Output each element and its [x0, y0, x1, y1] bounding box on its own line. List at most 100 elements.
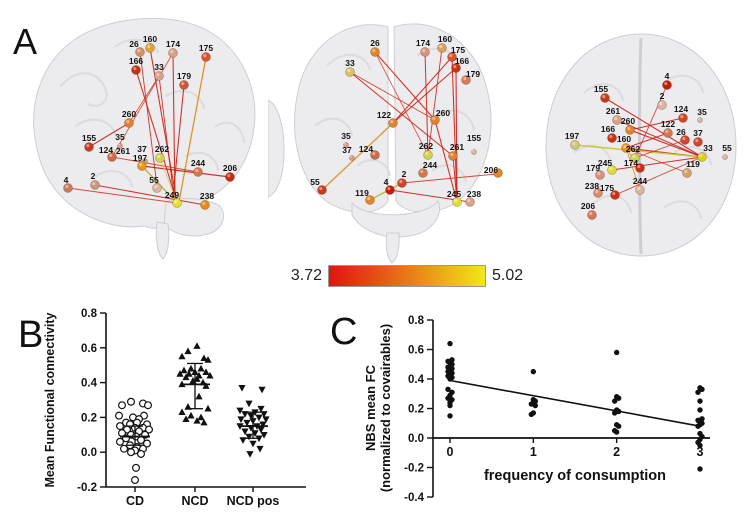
- data-point: [532, 398, 539, 404]
- x-tick-label: 1: [530, 445, 537, 459]
- node-highlight: [602, 95, 606, 99]
- brain-node-label: 33: [703, 143, 713, 153]
- colorbar-max-label: 5.02: [492, 267, 524, 284]
- node-highlight: [202, 202, 206, 206]
- connection-edge: [629, 129, 703, 158]
- brain-node-238: [593, 188, 603, 198]
- brain-node-179: [461, 75, 471, 85]
- data-point: [237, 416, 245, 423]
- brain-node-label: 166: [129, 56, 143, 66]
- brain-node-label: 179: [466, 69, 480, 79]
- brain-node-label: 244: [633, 176, 647, 186]
- connection-edge: [321, 122, 394, 191]
- brain-node-label: 122: [377, 110, 391, 120]
- data-point: [245, 433, 253, 441]
- brain-node-26: [680, 135, 690, 145]
- brain-node-174: [635, 163, 645, 173]
- data-point: [130, 476, 139, 485]
- brain-node-label: 119: [355, 188, 369, 198]
- connection-edge: [111, 52, 174, 158]
- brain-node-label: 206: [223, 163, 237, 173]
- node-highlight: [109, 154, 113, 158]
- connection-edge: [349, 71, 436, 121]
- node-highlight: [319, 187, 323, 191]
- brain-node-label: 155: [467, 133, 481, 143]
- data-point: [182, 415, 190, 422]
- node-highlight: [612, 192, 616, 196]
- data-point: [699, 386, 705, 393]
- connection-edge: [611, 156, 703, 171]
- data-point: [259, 421, 267, 429]
- node-highlight: [347, 69, 351, 73]
- brain-node-label: 155: [82, 133, 96, 143]
- regression-line: [449, 379, 701, 427]
- connection-edge: [67, 187, 178, 204]
- brain-node-4: [385, 185, 395, 195]
- data-point: [611, 398, 618, 404]
- y-tick-label: -0.2: [404, 463, 424, 475]
- brain-node-33: [154, 71, 164, 81]
- y-tick-label: 0.4: [408, 374, 425, 386]
- node-highlight: [92, 182, 96, 186]
- group-NCD pos: [236, 385, 270, 458]
- brain-node-206: [225, 172, 235, 182]
- brain-node-244: [635, 185, 645, 195]
- y-tick-label: 0.4: [81, 378, 98, 390]
- data-point: [180, 366, 188, 374]
- data-point: [695, 389, 701, 395]
- data-point: [176, 370, 184, 377]
- brain-node-label: 26: [370, 38, 380, 48]
- connection-edge: [401, 173, 497, 184]
- brain-node-label: 26: [676, 127, 686, 137]
- brain-node-label: 175: [600, 183, 614, 193]
- data-point: [697, 442, 703, 449]
- brain-node-197: [570, 140, 580, 150]
- connection-edge: [172, 84, 185, 197]
- y-tick-label: -0.4: [404, 492, 424, 504]
- chart-c-scatter-regression: -0.4 -0.2 0.0 0.2 0.4 0.6 0.8 0 1 2 3 NBS mean FC (n…: [363, 315, 710, 504]
- data-point: [185, 370, 193, 377]
- node-highlight: [203, 54, 207, 58]
- brain-node-label: 206: [581, 201, 595, 211]
- y-axis-label: Mean Functional connectivity: [43, 312, 57, 487]
- brain-node-label: 35: [697, 107, 707, 117]
- connection-edge: [135, 69, 177, 200]
- brain-node-206: [493, 168, 503, 178]
- data-point: [145, 425, 154, 434]
- brain-node-119: [365, 195, 375, 205]
- data-point: [613, 429, 620, 435]
- node-highlight: [697, 117, 700, 120]
- group-CD: [114, 397, 154, 485]
- node-highlight: [147, 45, 151, 49]
- data-point: [184, 347, 192, 355]
- node-highlight: [142, 158, 145, 161]
- node-highlight: [367, 197, 371, 201]
- node-highlight: [637, 187, 641, 191]
- node-highlight: [181, 82, 185, 86]
- node-highlight: [390, 120, 394, 124]
- brain-node-label: 37: [137, 144, 147, 154]
- brain-node-4: [63, 183, 73, 193]
- y-tick-label: 0.2: [408, 404, 424, 416]
- connection-edge: [614, 156, 703, 196]
- connection-edge: [374, 51, 436, 121]
- data-point: [187, 411, 195, 419]
- brain-node-label: 260: [436, 108, 450, 118]
- brain-node-262: [155, 153, 165, 163]
- data-point: [238, 385, 246, 392]
- data-point: [532, 402, 539, 409]
- brain-node-55: [722, 154, 728, 160]
- brain-node-label: 249: [165, 190, 179, 200]
- node-highlight: [623, 145, 627, 149]
- data-point: [530, 368, 537, 375]
- y-tick-label: 0.6: [408, 345, 424, 357]
- brain-node-label: 179: [177, 71, 191, 81]
- panel-a-label: A: [13, 21, 38, 62]
- brain-node-label: 35: [341, 131, 351, 141]
- node-highlight: [699, 154, 703, 158]
- brain-node-37: [693, 137, 703, 147]
- connection-edge: [452, 155, 458, 203]
- colorbar-min-label: 3.72: [290, 267, 322, 284]
- brain-node-label: 238: [200, 191, 214, 201]
- brain-node-35: [117, 143, 123, 149]
